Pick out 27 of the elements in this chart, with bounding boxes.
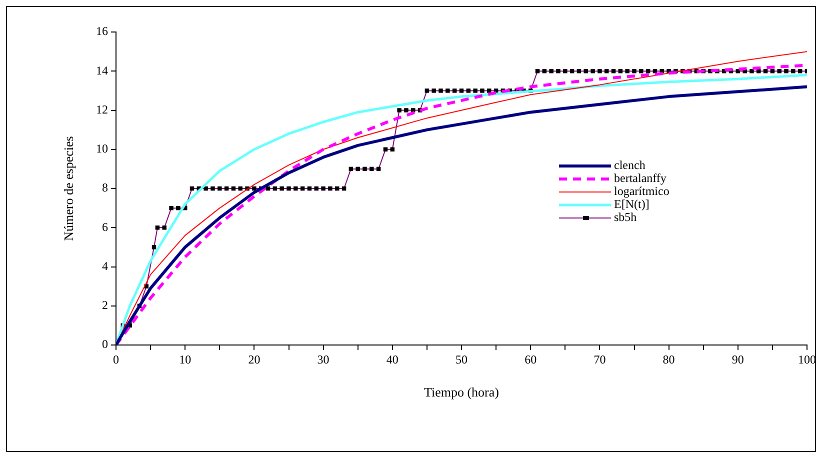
- y-tick-label: 6: [102, 220, 108, 234]
- legend-label: E[N(t)]: [614, 197, 650, 212]
- x-tick-label: 20: [248, 352, 260, 366]
- y-tick-label: 16: [96, 24, 108, 38]
- y-tick-label: 8: [102, 180, 108, 195]
- y-axis-title: Número de especies: [61, 136, 76, 241]
- y-tick-label: 0: [102, 337, 108, 352]
- x-tick-label: 90: [732, 352, 744, 366]
- y-tick-label: 12: [96, 102, 108, 116]
- x-tick-label: 40: [386, 352, 398, 366]
- x-tick-label: 10: [179, 352, 192, 366]
- legend-label: clench: [614, 158, 646, 172]
- legend-label: bertalanffy: [614, 171, 666, 186]
- x-tick-label: 50: [456, 352, 468, 366]
- x-axis-title: Tiempo (hora): [424, 384, 499, 400]
- y-tick-label: 10: [96, 142, 108, 156]
- y-tick-label: 2: [102, 298, 108, 312]
- legend-label: sb5h: [614, 210, 637, 224]
- x-tick-label: 60: [524, 352, 537, 366]
- x-tick-label: 80: [662, 352, 675, 366]
- y-tick-label: 14: [96, 63, 108, 78]
- x-tick-label: 0: [113, 352, 119, 366]
- x-tick-label: 70: [594, 352, 606, 366]
- legend-label: logarítmico: [614, 184, 670, 198]
- x-tick-label: 30: [317, 352, 330, 366]
- x-tick-label: 100: [798, 352, 816, 366]
- y-tick-label: 4: [102, 258, 108, 273]
